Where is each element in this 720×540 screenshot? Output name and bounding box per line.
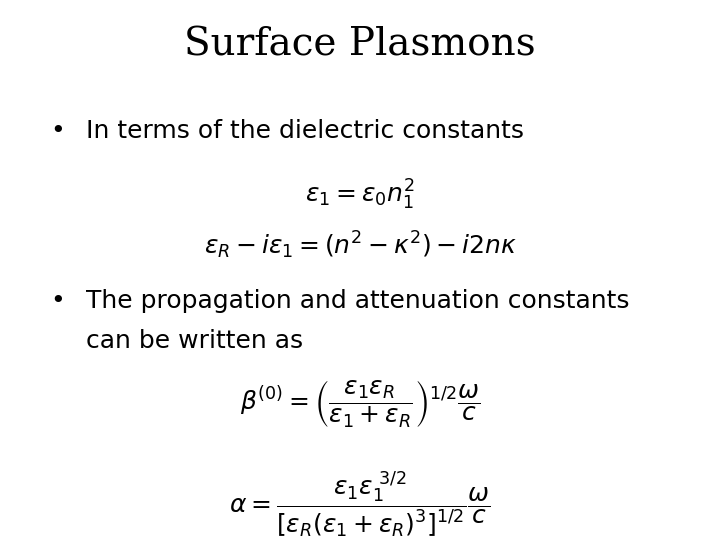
Text: The propagation and attenuation constants: The propagation and attenuation constant… [86,289,630,313]
Text: can be written as: can be written as [86,329,304,353]
Text: $\varepsilon_1 = \varepsilon_0 n_1^2$: $\varepsilon_1 = \varepsilon_0 n_1^2$ [305,178,415,212]
Text: $\beta^{(0)} = \left(\dfrac{\varepsilon_1 \varepsilon_R}{\varepsilon_1 + \vareps: $\beta^{(0)} = \left(\dfrac{\varepsilon_… [240,378,480,429]
Text: •: • [50,119,65,143]
Text: In terms of the dielectric constants: In terms of the dielectric constants [86,119,524,143]
Text: Surface Plasmons: Surface Plasmons [184,27,536,64]
Text: $\alpha = \dfrac{\varepsilon_1 \varepsilon_1^{\ 3/2}}{[\varepsilon_R(\varepsilon: $\alpha = \dfrac{\varepsilon_1 \varepsil… [229,470,491,539]
Text: •: • [50,289,65,313]
Text: $\varepsilon_R - i\varepsilon_1 = (n^2 - \kappa^2) - i2n\kappa$: $\varepsilon_R - i\varepsilon_1 = (n^2 -… [204,230,516,261]
